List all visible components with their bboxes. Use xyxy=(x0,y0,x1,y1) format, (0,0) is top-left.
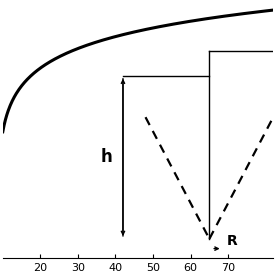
Text: h: h xyxy=(100,148,112,166)
Text: R: R xyxy=(226,234,237,248)
